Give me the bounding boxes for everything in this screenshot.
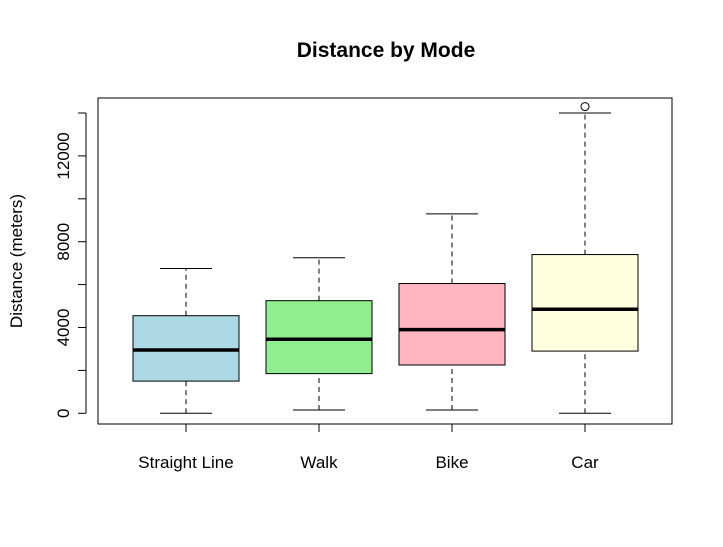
x-tick-label: Straight Line (138, 453, 233, 472)
y-axis: 0 4000 8000 12000 (54, 112, 87, 418)
x-tick-label: Car (571, 453, 599, 472)
y-axis-label: Distance (meters) (7, 194, 26, 328)
y-tick-label: 0 (54, 409, 73, 418)
y-tick-label: 12000 (54, 132, 73, 179)
x-axis: Straight Line Walk Bike Car (138, 424, 599, 472)
plot-frame (97, 97, 673, 425)
box-bike (398, 283, 506, 366)
box-walk (265, 300, 373, 375)
outlier-point (580, 102, 590, 112)
y-tick-label: 8000 (54, 223, 73, 261)
x-tick-label: Bike (435, 453, 468, 472)
chart-title: Distance by Mode (297, 39, 476, 62)
box-car (531, 254, 639, 352)
boxes-group (132, 102, 639, 414)
x-tick-label: Walk (300, 453, 338, 472)
y-tick-label: 4000 (54, 309, 73, 347)
